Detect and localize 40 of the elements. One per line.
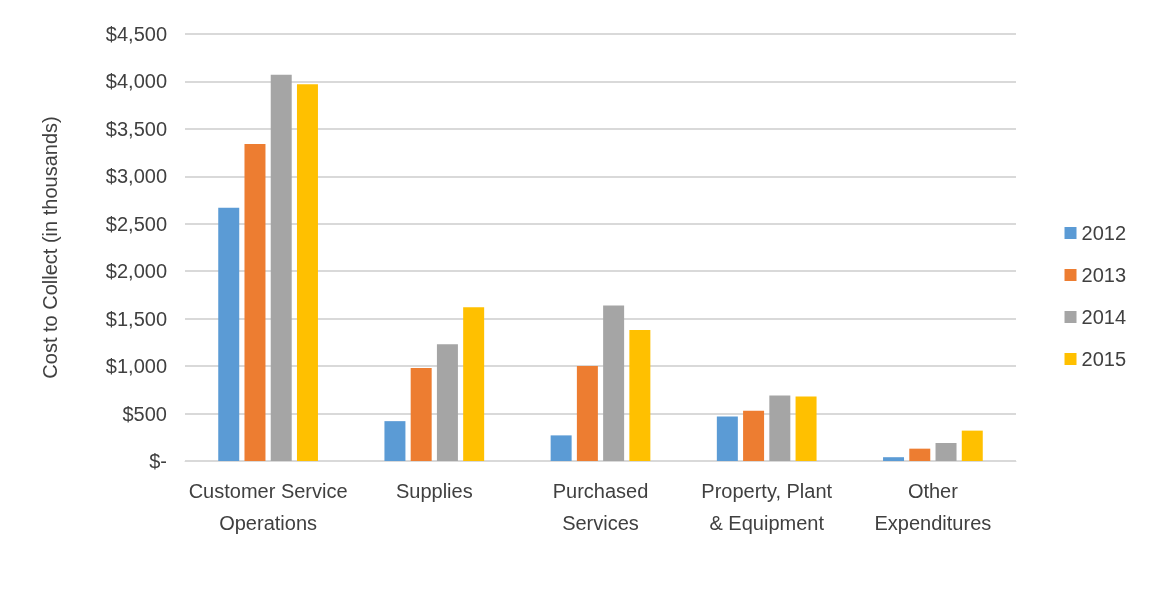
y-tick-label: $- (149, 450, 167, 472)
bar (576, 366, 598, 461)
bar (795, 396, 817, 461)
x-tick-label: Property, Plant & Equipment (701, 480, 833, 534)
bar (550, 435, 572, 461)
y-tick-label: $2,500 (105, 212, 167, 235)
bar (384, 421, 406, 461)
x-tick-label: Other Expenditures (874, 480, 992, 534)
y-axis-title: Cost to Collect (in thousands) (39, 116, 61, 379)
bar (769, 395, 791, 461)
bar (410, 368, 432, 461)
bar (883, 457, 905, 461)
legend-label: 2014 (1081, 306, 1127, 328)
bar (743, 410, 765, 461)
y-tick-label: $1,500 (105, 307, 167, 330)
x-tick-label: Purchased Services (552, 480, 649, 534)
bar (218, 207, 240, 461)
legend-label: 2012 (1081, 222, 1127, 244)
legend-label: 2015 (1081, 348, 1127, 370)
bar (961, 430, 983, 461)
bar (244, 144, 266, 461)
bar (463, 307, 485, 461)
y-tick-label: $3,000 (105, 165, 167, 188)
bar (935, 442, 957, 461)
bar (270, 74, 292, 461)
bar (909, 448, 931, 461)
bar (716, 416, 738, 461)
y-tick-label: $4,000 (105, 70, 167, 93)
x-tick-label: Supplies (395, 480, 473, 502)
y-tick-label: $1,000 (105, 355, 167, 378)
x-tick-label: Customer Service Operations (188, 480, 348, 534)
y-tick-label: $2,000 (105, 260, 167, 283)
bar (629, 330, 651, 461)
legend-label: 2013 (1081, 264, 1127, 286)
y-tick-label: $500 (122, 402, 167, 425)
bar (296, 84, 318, 461)
y-tick-label: $4,500 (105, 23, 167, 45)
y-tick-label: $3,500 (105, 117, 167, 140)
bar (436, 344, 458, 461)
bar (603, 305, 625, 461)
